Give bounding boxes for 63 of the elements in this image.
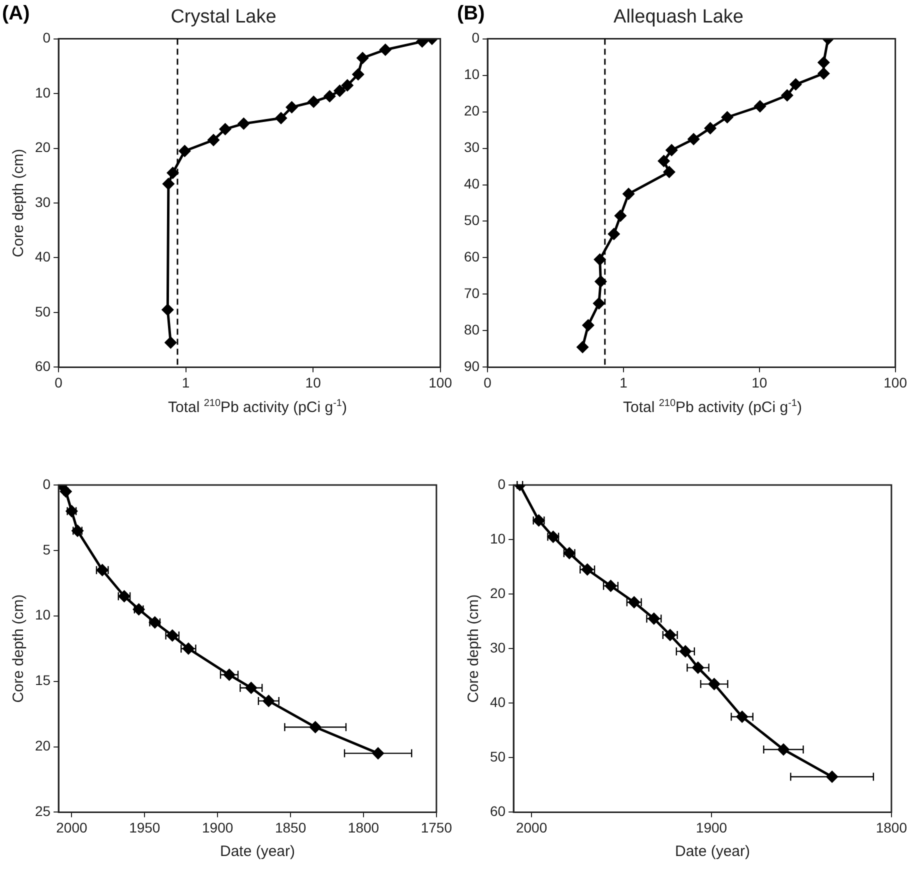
y-tick-label: 10 [490, 530, 506, 546]
y-tick-label: 40 [490, 694, 506, 710]
y-tick-label: 30 [34, 194, 51, 210]
point [245, 682, 257, 694]
y-tick-label: 40 [34, 248, 51, 265]
x-tick-label: 100 [884, 374, 908, 390]
y-tick-label: 70 [464, 285, 480, 302]
y-axis-title: Core depth (cm) [10, 594, 28, 703]
y-tick-label: 0 [472, 30, 480, 46]
y-tick-label: 10 [34, 84, 51, 100]
point [262, 695, 274, 707]
y-tick-label: 10 [464, 66, 480, 82]
x-axis-title: Date (year) [218, 843, 296, 860]
y-tick-label: 60 [490, 803, 506, 820]
y-tick-label: 5 [42, 541, 51, 558]
x-tick-label: 1800 [876, 819, 908, 836]
y-tick-label: 60 [34, 358, 51, 374]
y-tick-label: 30 [464, 139, 480, 156]
y-tick-label: 20 [464, 102, 480, 119]
x-tick-label: 1750 [420, 819, 452, 836]
y-tick-label: 20 [490, 584, 506, 601]
x-tick-label: 10 [305, 374, 322, 390]
x-tick-label: 1850 [274, 819, 306, 836]
y-tick-label: 20 [34, 139, 51, 156]
y-tick-label: 90 [464, 358, 480, 374]
x-tick-label: 1900 [696, 819, 728, 836]
y-axis-title: Core depth (cm) [10, 148, 28, 258]
y-tick-label: 40 [464, 176, 480, 192]
point [604, 580, 616, 592]
x-axis-title: Date (year) [674, 843, 752, 860]
y-tick-label: 50 [34, 303, 51, 320]
y-tick-label: 50 [464, 212, 480, 228]
x-tick-label: 0 [54, 374, 63, 390]
y-tick-label: 10 [34, 606, 51, 623]
x-tick-label: 1800 [348, 819, 380, 836]
y-tick-label: 15 [34, 672, 51, 688]
point [778, 744, 790, 756]
chart-title: Crystal Lake [170, 6, 276, 28]
y-tick-label: 30 [490, 639, 506, 656]
y-tick-label: 60 [464, 248, 480, 265]
x-tick-label: 2000 [56, 819, 88, 836]
x-tick-label: 2000 [516, 819, 548, 836]
x-tick-label: 10 [752, 374, 768, 390]
y-tick-label: 25 [34, 803, 51, 820]
x-tick-label: 1900 [202, 819, 234, 836]
x-tick-label: 1 [182, 374, 190, 390]
text: (B) [457, 2, 485, 25]
x-tick-label: 100 [428, 374, 452, 390]
y-tick-label: 50 [490, 748, 506, 765]
y-tick-label: 0 [42, 30, 51, 46]
x-tick-label: 1950 [129, 819, 160, 836]
x-axis-title: Total $^{210}$Pb activity (pCi g$^{-1}$) [167, 398, 348, 416]
y-tick-label: 0 [498, 476, 506, 492]
y-tick-label: 0 [42, 476, 51, 492]
y-tick-label: 80 [464, 322, 480, 338]
point [708, 678, 720, 690]
y-axis-title: Core depth (cm) [465, 594, 482, 703]
x-tick-label: 1 [620, 374, 628, 390]
x-axis-title: Total $^{210}$Pb activity (pCi g$^{-1}$) [622, 398, 803, 416]
chart-title: Allequash Lake [614, 6, 744, 28]
y-tick-label: 20 [34, 738, 51, 754]
text: (A) [2, 2, 30, 25]
point [310, 721, 322, 733]
